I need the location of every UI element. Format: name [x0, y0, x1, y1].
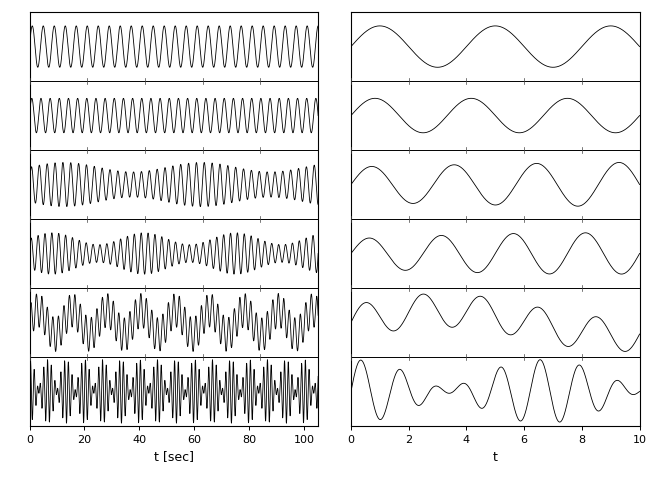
- X-axis label: t [sec]: t [sec]: [154, 451, 194, 464]
- X-axis label: t: t: [493, 451, 498, 464]
